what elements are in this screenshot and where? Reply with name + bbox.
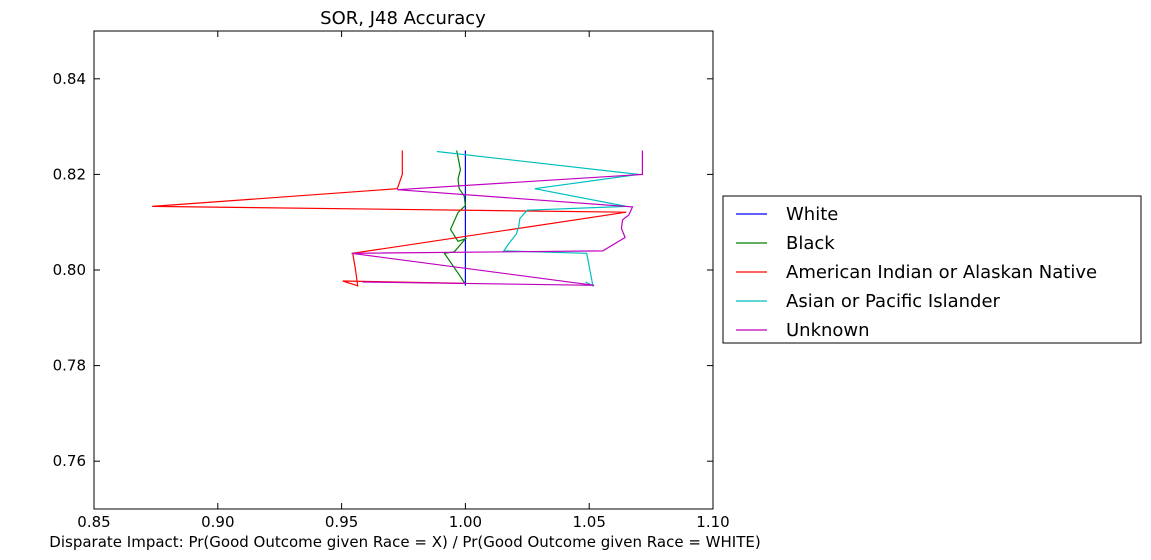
- legend-label: White: [786, 204, 838, 225]
- series-line-4: [351, 150, 644, 286]
- series-line-3: [436, 150, 639, 287]
- x-tick-label: 1.05: [572, 513, 605, 531]
- plot-frame: [93, 30, 714, 510]
- x-tick-label: 1.10: [696, 513, 729, 531]
- legend-label: Asian or Pacific Islander: [786, 291, 1001, 312]
- x-tick-label: 0.90: [201, 513, 234, 531]
- legend-label: American Indian or Alaskan Native: [786, 262, 1097, 283]
- x-axis-label: Disparate Impact: Pr(Good Outcome given …: [49, 533, 760, 551]
- axis-ticks: 0.85 0.90 0.95 1.00 1.05 1.10 0.76 0.78 0.80 0.82…: [53, 31, 730, 531]
- y-tick-label: 0.82: [53, 165, 86, 183]
- y-tick-label: 0.78: [53, 357, 86, 375]
- y-tick-label: 0.80: [53, 261, 86, 279]
- y-tick-label: 0.84: [53, 70, 86, 88]
- legend-label: Unknown: [786, 320, 870, 341]
- legend: White Black American Indian or Alaskan Nat…: [722, 195, 1142, 344]
- legend-box: [722, 195, 1142, 344]
- x-tick-label: 0.95: [325, 513, 358, 531]
- plot-area: [152, 150, 644, 287]
- series-line-1: [443, 150, 468, 285]
- series-line-2: [152, 150, 627, 287]
- legend-label: Black: [786, 233, 835, 254]
- x-tick-label: 1.00: [449, 513, 482, 531]
- y-tick-label: 0.76: [53, 452, 86, 470]
- chart-title: SOR, J48 Accuracy: [320, 8, 486, 29]
- x-tick-label: 0.85: [77, 513, 110, 531]
